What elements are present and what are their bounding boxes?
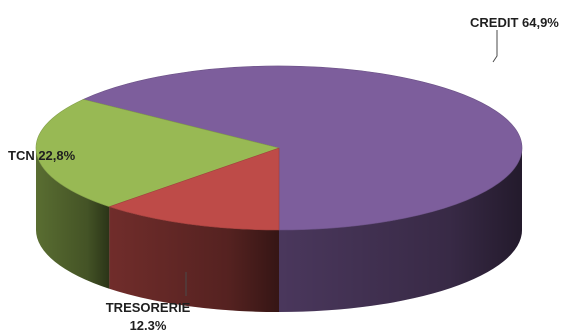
pie-side-shade-tresorerie bbox=[109, 206, 280, 312]
label-tresorerie-line1: TRESORERIE bbox=[106, 300, 191, 315]
pie-tops bbox=[35, 65, 523, 231]
pie-slice-tresorerie bbox=[108, 147, 280, 231]
label-tresorerie-line2: 12.3% bbox=[130, 318, 167, 333]
pie-sides bbox=[36, 148, 522, 312]
leader-credit bbox=[492, 30, 498, 63]
label-credit: CREDIT 64,9% bbox=[470, 15, 559, 30]
leader-lines bbox=[185, 30, 498, 296]
label-tcn: TCN 22,8% bbox=[8, 148, 76, 163]
pie-side-shade-tcn bbox=[36, 148, 110, 289]
pie-slice-tcn bbox=[35, 99, 281, 208]
pie-side-shade-credit bbox=[279, 148, 522, 312]
pie-slice-credit bbox=[82, 65, 523, 231]
